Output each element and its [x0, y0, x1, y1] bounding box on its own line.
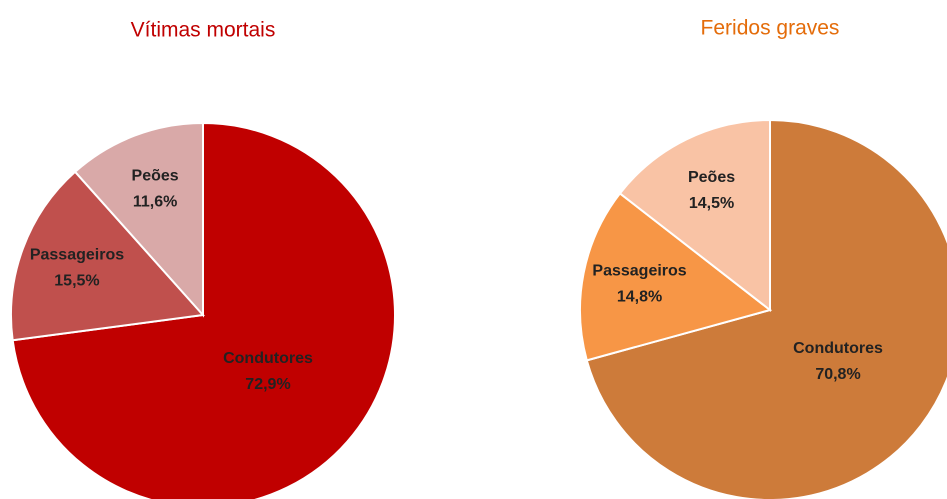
- slice-label: Passageiros: [30, 247, 124, 264]
- pie-slice: [585, 118, 947, 499]
- slice-value: 70,8%: [815, 366, 860, 383]
- pie-slice: [579, 192, 773, 362]
- pie-slice: [618, 118, 771, 313]
- pie-slice: [73, 121, 204, 318]
- slice-value: 72,9%: [245, 376, 290, 393]
- slice-value: 15,5%: [54, 273, 99, 290]
- slice-value: 11,6%: [133, 194, 177, 211]
- slice-label: Passageiros: [592, 262, 686, 279]
- slice-value: 14,5%: [689, 195, 734, 212]
- slice-label: Condutores: [793, 340, 883, 357]
- slice-label: Peões: [132, 168, 179, 185]
- chart-title: Feridos graves: [701, 17, 840, 40]
- slice-label: Condutores: [223, 350, 313, 367]
- chart-title: Vítimas mortais: [131, 19, 276, 42]
- slice-value: 14,8%: [617, 288, 662, 305]
- slice-label: Peões: [688, 169, 735, 186]
- pie-slice: [10, 170, 206, 342]
